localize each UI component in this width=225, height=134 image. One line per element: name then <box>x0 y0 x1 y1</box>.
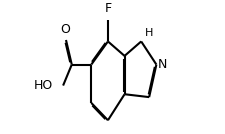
Text: O: O <box>60 23 70 36</box>
Text: H: H <box>144 28 153 38</box>
Text: HO: HO <box>34 79 53 92</box>
Text: F: F <box>104 2 111 15</box>
Text: N: N <box>157 58 166 71</box>
